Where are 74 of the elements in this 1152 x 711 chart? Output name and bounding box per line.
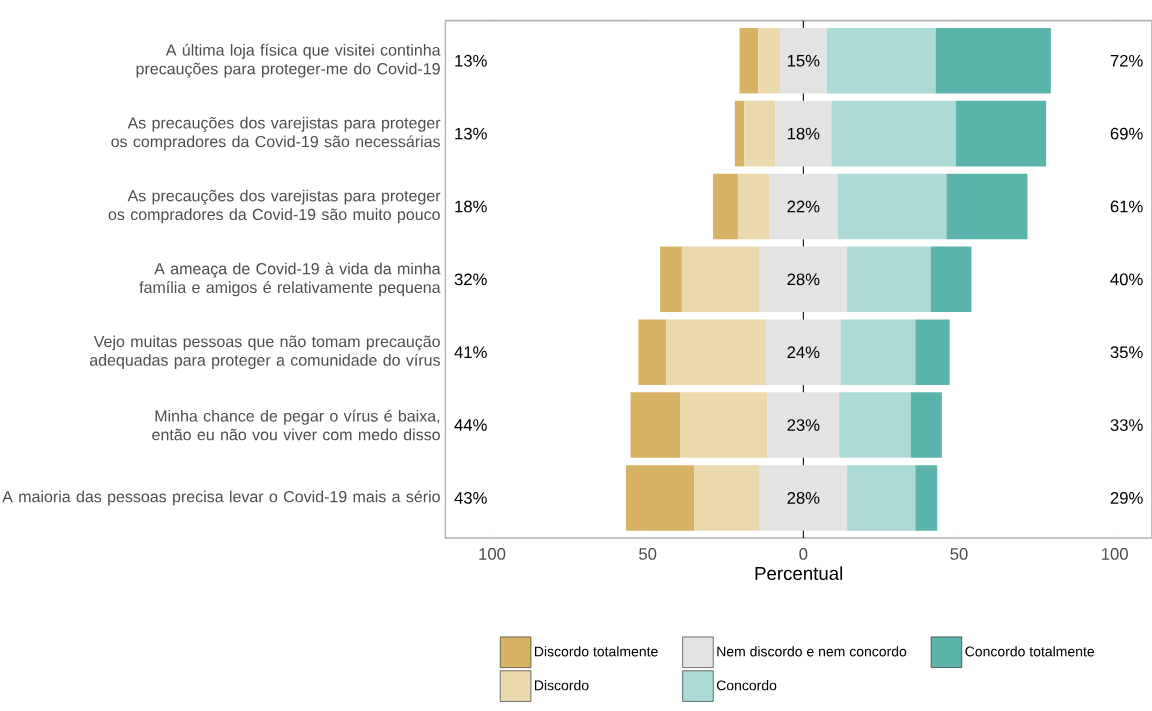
annotation: 32% — [454, 273, 487, 286]
annotation: 43% — [454, 492, 487, 504]
bar — [638, 319, 667, 385]
bar — [759, 465, 847, 531]
bar — [930, 246, 972, 313]
data-label: 23% — [787, 419, 820, 431]
y-tick-label: Minha chance de pegar o vírus é baixa, então eu não vou viver com medo disso — [152, 409, 440, 441]
legend-label: Discordo — [534, 680, 589, 691]
annotation: 61% — [1110, 200, 1143, 213]
bar — [734, 100, 745, 167]
bar — [915, 319, 950, 385]
annotation: 40% — [1110, 273, 1143, 286]
bar — [681, 246, 760, 313]
annotation: 13% — [455, 54, 487, 67]
bar — [625, 465, 695, 531]
bar — [915, 465, 938, 531]
y-tick-label: A maioria das pessoas precisa levar o Covid-19 mais a sério — [2, 490, 440, 506]
annotation: 13% — [455, 127, 487, 140]
bar — [680, 392, 768, 458]
y-tick-label: As precauções dos varejistas para proteger os compradores da Covid-19 são muito pouco — [108, 189, 441, 224]
bar — [767, 392, 840, 458]
bar — [694, 465, 760, 531]
bar — [739, 27, 759, 94]
y-tick-label: A última loja física que visitei continha precauções para proteger-me do Covid-19 — [136, 43, 441, 78]
bar — [713, 173, 738, 240]
x-tick-label: 50 — [950, 548, 968, 560]
x-axis-title: Percentual — [755, 566, 843, 581]
annotation: 44% — [454, 419, 487, 431]
annotation: 33% — [1110, 419, 1143, 431]
bar — [955, 100, 1047, 167]
data-label: 18% — [787, 127, 820, 140]
y-tick-label: Vejo muitas pessoas que não tomam precaução adequadas para proteger a comunidade do vírus — [89, 335, 440, 369]
legend-label: Nem discordo e nem concordo — [717, 646, 907, 657]
annotation: 72% — [1110, 54, 1143, 67]
bar — [910, 392, 942, 458]
y-tick-label: A ameaça de Covid-19 à vida da minha família e amigos é relativamente pequena — [139, 262, 441, 297]
bar — [744, 100, 776, 167]
bar — [630, 392, 681, 458]
annotation: 35% — [1110, 346, 1143, 359]
data-label: 28% — [787, 492, 820, 504]
bar — [758, 27, 780, 94]
bar — [826, 27, 936, 94]
bar — [837, 173, 947, 240]
legend-label: Concordo — [716, 680, 777, 691]
bar — [846, 246, 931, 313]
x-tick-label: 50 — [639, 548, 657, 560]
bar — [946, 173, 1028, 240]
data-label: 22% — [787, 200, 820, 213]
bar — [779, 27, 827, 94]
x-tick-label: 100 — [479, 548, 506, 560]
bar — [846, 465, 916, 531]
bar — [759, 246, 847, 313]
bar — [831, 100, 956, 167]
annotation: 18% — [455, 200, 487, 213]
data-label: 24% — [787, 346, 820, 359]
x-tick-label: 0 — [799, 548, 808, 560]
data-label: 15% — [787, 54, 820, 67]
bar — [660, 246, 682, 313]
bar — [769, 173, 838, 240]
annotation: 69% — [1110, 127, 1143, 140]
legend-label: Concordo totalmente — [965, 646, 1095, 657]
bar — [840, 319, 916, 385]
bar — [666, 319, 766, 385]
annotation: 41% — [454, 346, 487, 359]
data-label: 28% — [787, 273, 820, 286]
legend-label: Discordo totalmente — [534, 646, 658, 657]
bar — [935, 27, 1051, 94]
bar — [775, 100, 832, 167]
bar — [765, 319, 841, 385]
x-tick-label: 100 — [1102, 548, 1128, 560]
bar — [839, 392, 911, 458]
y-tick-label: As precauções dos varejistas para proteger os compradores da Covid-19 são necessárias — [111, 116, 441, 151]
bar — [737, 173, 770, 240]
annotation: 29% — [1110, 492, 1143, 504]
